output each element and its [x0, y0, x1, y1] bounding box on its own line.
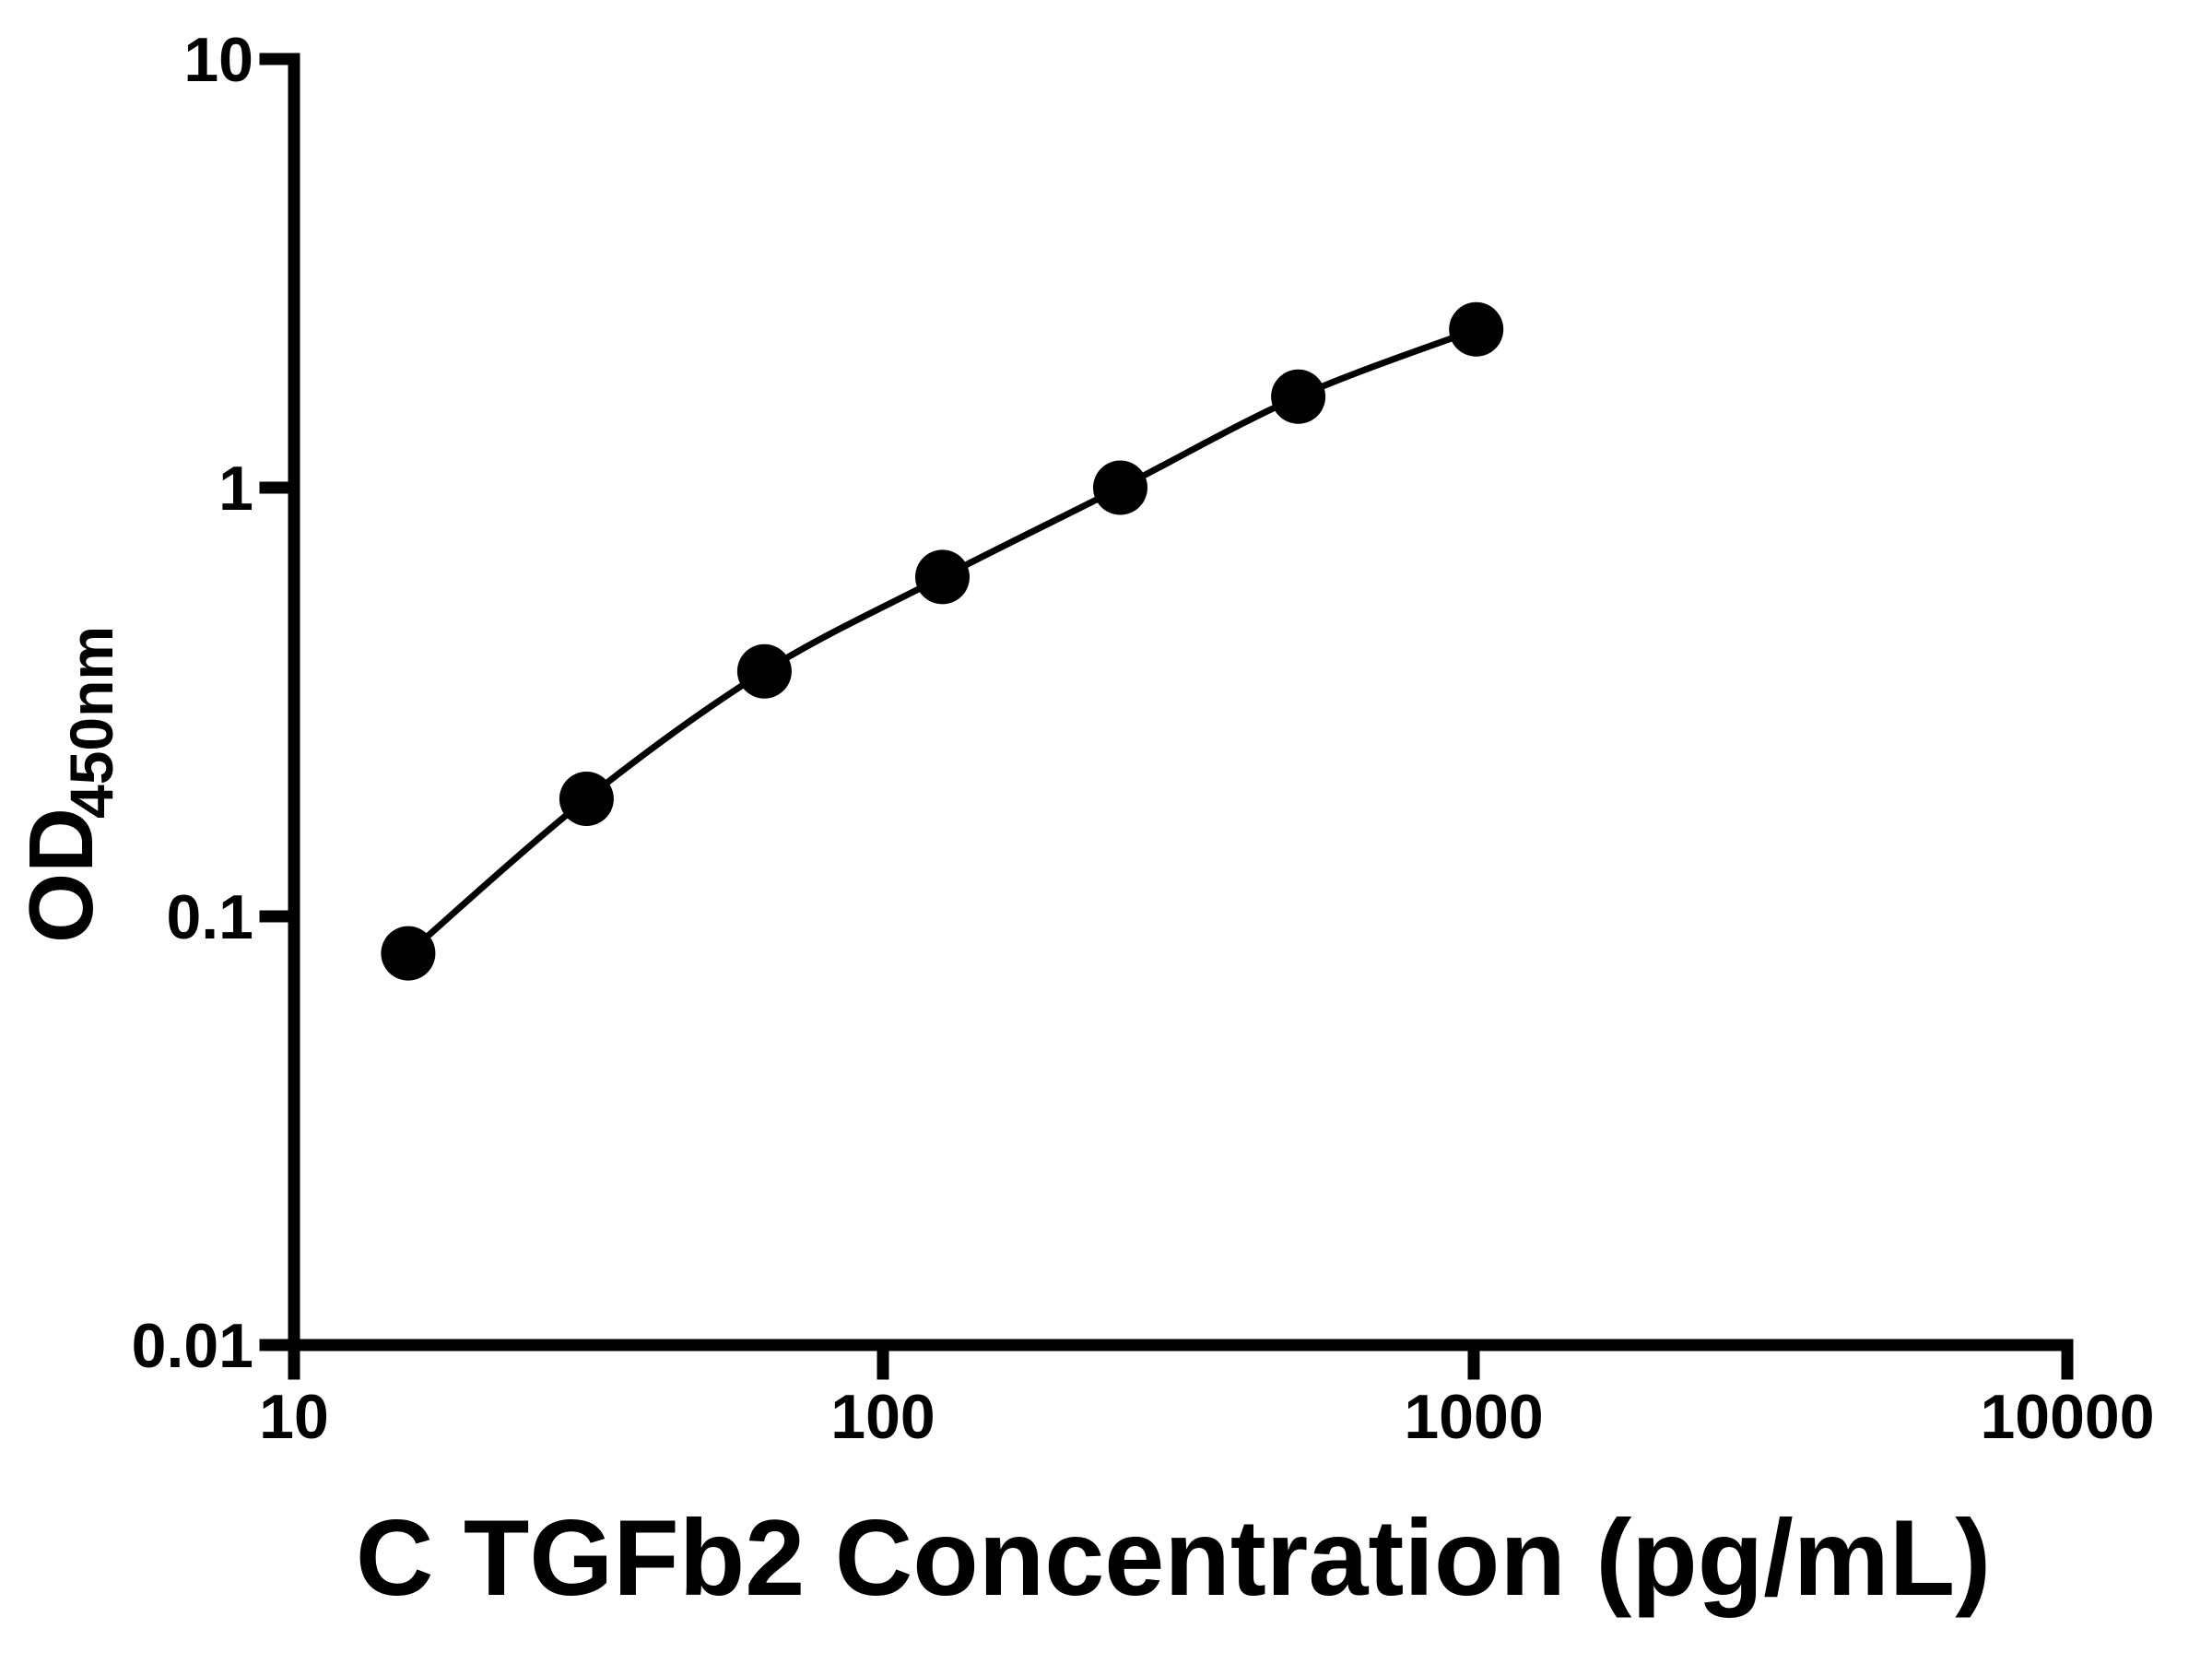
svg-text:10000: 10000 — [1980, 1382, 2154, 1452]
svg-text:10: 10 — [183, 25, 253, 95]
svg-text:1: 1 — [218, 454, 253, 524]
svg-text:10: 10 — [259, 1382, 329, 1452]
svg-text:1000: 1000 — [1404, 1382, 1543, 1452]
svg-text:0.1: 0.1 — [166, 882, 253, 952]
svg-text:450nm: 450nm — [57, 626, 125, 819]
svg-text:100: 100 — [830, 1382, 935, 1452]
svg-text:C TGFb2 Concentration (pg/mL): C TGFb2 Concentration (pg/mL) — [356, 1497, 1991, 1618]
svg-text:0.01: 0.01 — [132, 1311, 253, 1381]
svg-text:OD: OD — [10, 808, 112, 943]
